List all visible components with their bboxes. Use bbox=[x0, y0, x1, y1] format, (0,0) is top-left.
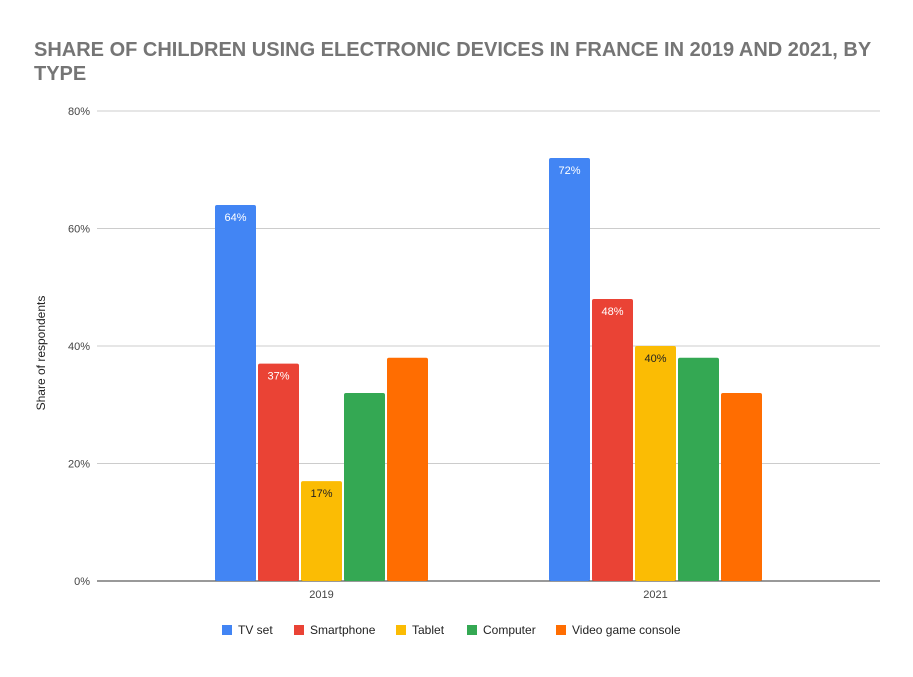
legend-swatch bbox=[294, 625, 304, 635]
legend-item-video-game-console[interactable]: Video game console bbox=[556, 623, 681, 637]
x-tick-label: 2019 bbox=[309, 589, 333, 601]
bar-tv-set-2021[interactable] bbox=[549, 158, 590, 581]
y-tick-label: 60% bbox=[68, 224, 90, 236]
y-axis-label: Share of respondents bbox=[34, 296, 48, 411]
bar-computer-2019[interactable] bbox=[344, 393, 385, 581]
legend-item-tv-set[interactable]: TV set bbox=[222, 623, 273, 637]
legend-label: Smartphone bbox=[310, 623, 376, 637]
legend-swatch bbox=[222, 625, 232, 635]
data-label: 37% bbox=[267, 371, 289, 383]
legend-label: Tablet bbox=[412, 623, 445, 637]
y-tick-label: 20% bbox=[68, 459, 90, 471]
legend-label: Computer bbox=[483, 623, 536, 637]
legend-swatch bbox=[556, 625, 566, 635]
bar-tablet-2021[interactable] bbox=[635, 346, 676, 581]
bar-tv-set-2019[interactable] bbox=[215, 205, 256, 581]
bar-video-game-console-2019[interactable] bbox=[387, 357, 428, 581]
legend-item-computer[interactable]: Computer bbox=[467, 623, 536, 637]
y-tick-label: 40% bbox=[68, 341, 90, 353]
legend-label: Video game console bbox=[572, 623, 681, 637]
chart-title-line-1: SHARE OF CHILDREN USING ELECTRONIC DEVIC… bbox=[34, 39, 872, 61]
legend-swatch bbox=[467, 625, 477, 635]
data-label: 72% bbox=[558, 165, 580, 177]
data-label: 40% bbox=[644, 353, 666, 365]
bar-video-game-console-2021[interactable] bbox=[721, 393, 762, 581]
bar-tablet-2019[interactable] bbox=[301, 481, 342, 581]
legend-item-tablet[interactable]: Tablet bbox=[396, 623, 445, 637]
x-tick-label: 2021 bbox=[643, 589, 667, 601]
y-tick-label: 80% bbox=[68, 106, 90, 118]
data-label: 17% bbox=[310, 488, 332, 500]
legend-label: TV set bbox=[238, 623, 273, 637]
data-label: 48% bbox=[601, 306, 623, 318]
bar-computer-2021[interactable] bbox=[678, 357, 719, 581]
legend-item-smartphone[interactable]: Smartphone bbox=[294, 623, 376, 637]
data-label: 64% bbox=[224, 212, 246, 224]
y-tick-label: 0% bbox=[74, 576, 90, 588]
bar-smartphone-2021[interactable] bbox=[592, 299, 633, 581]
legend-swatch bbox=[396, 625, 406, 635]
chart-title-line-2: TYPE bbox=[34, 63, 86, 85]
bar-smartphone-2019[interactable] bbox=[258, 363, 299, 581]
